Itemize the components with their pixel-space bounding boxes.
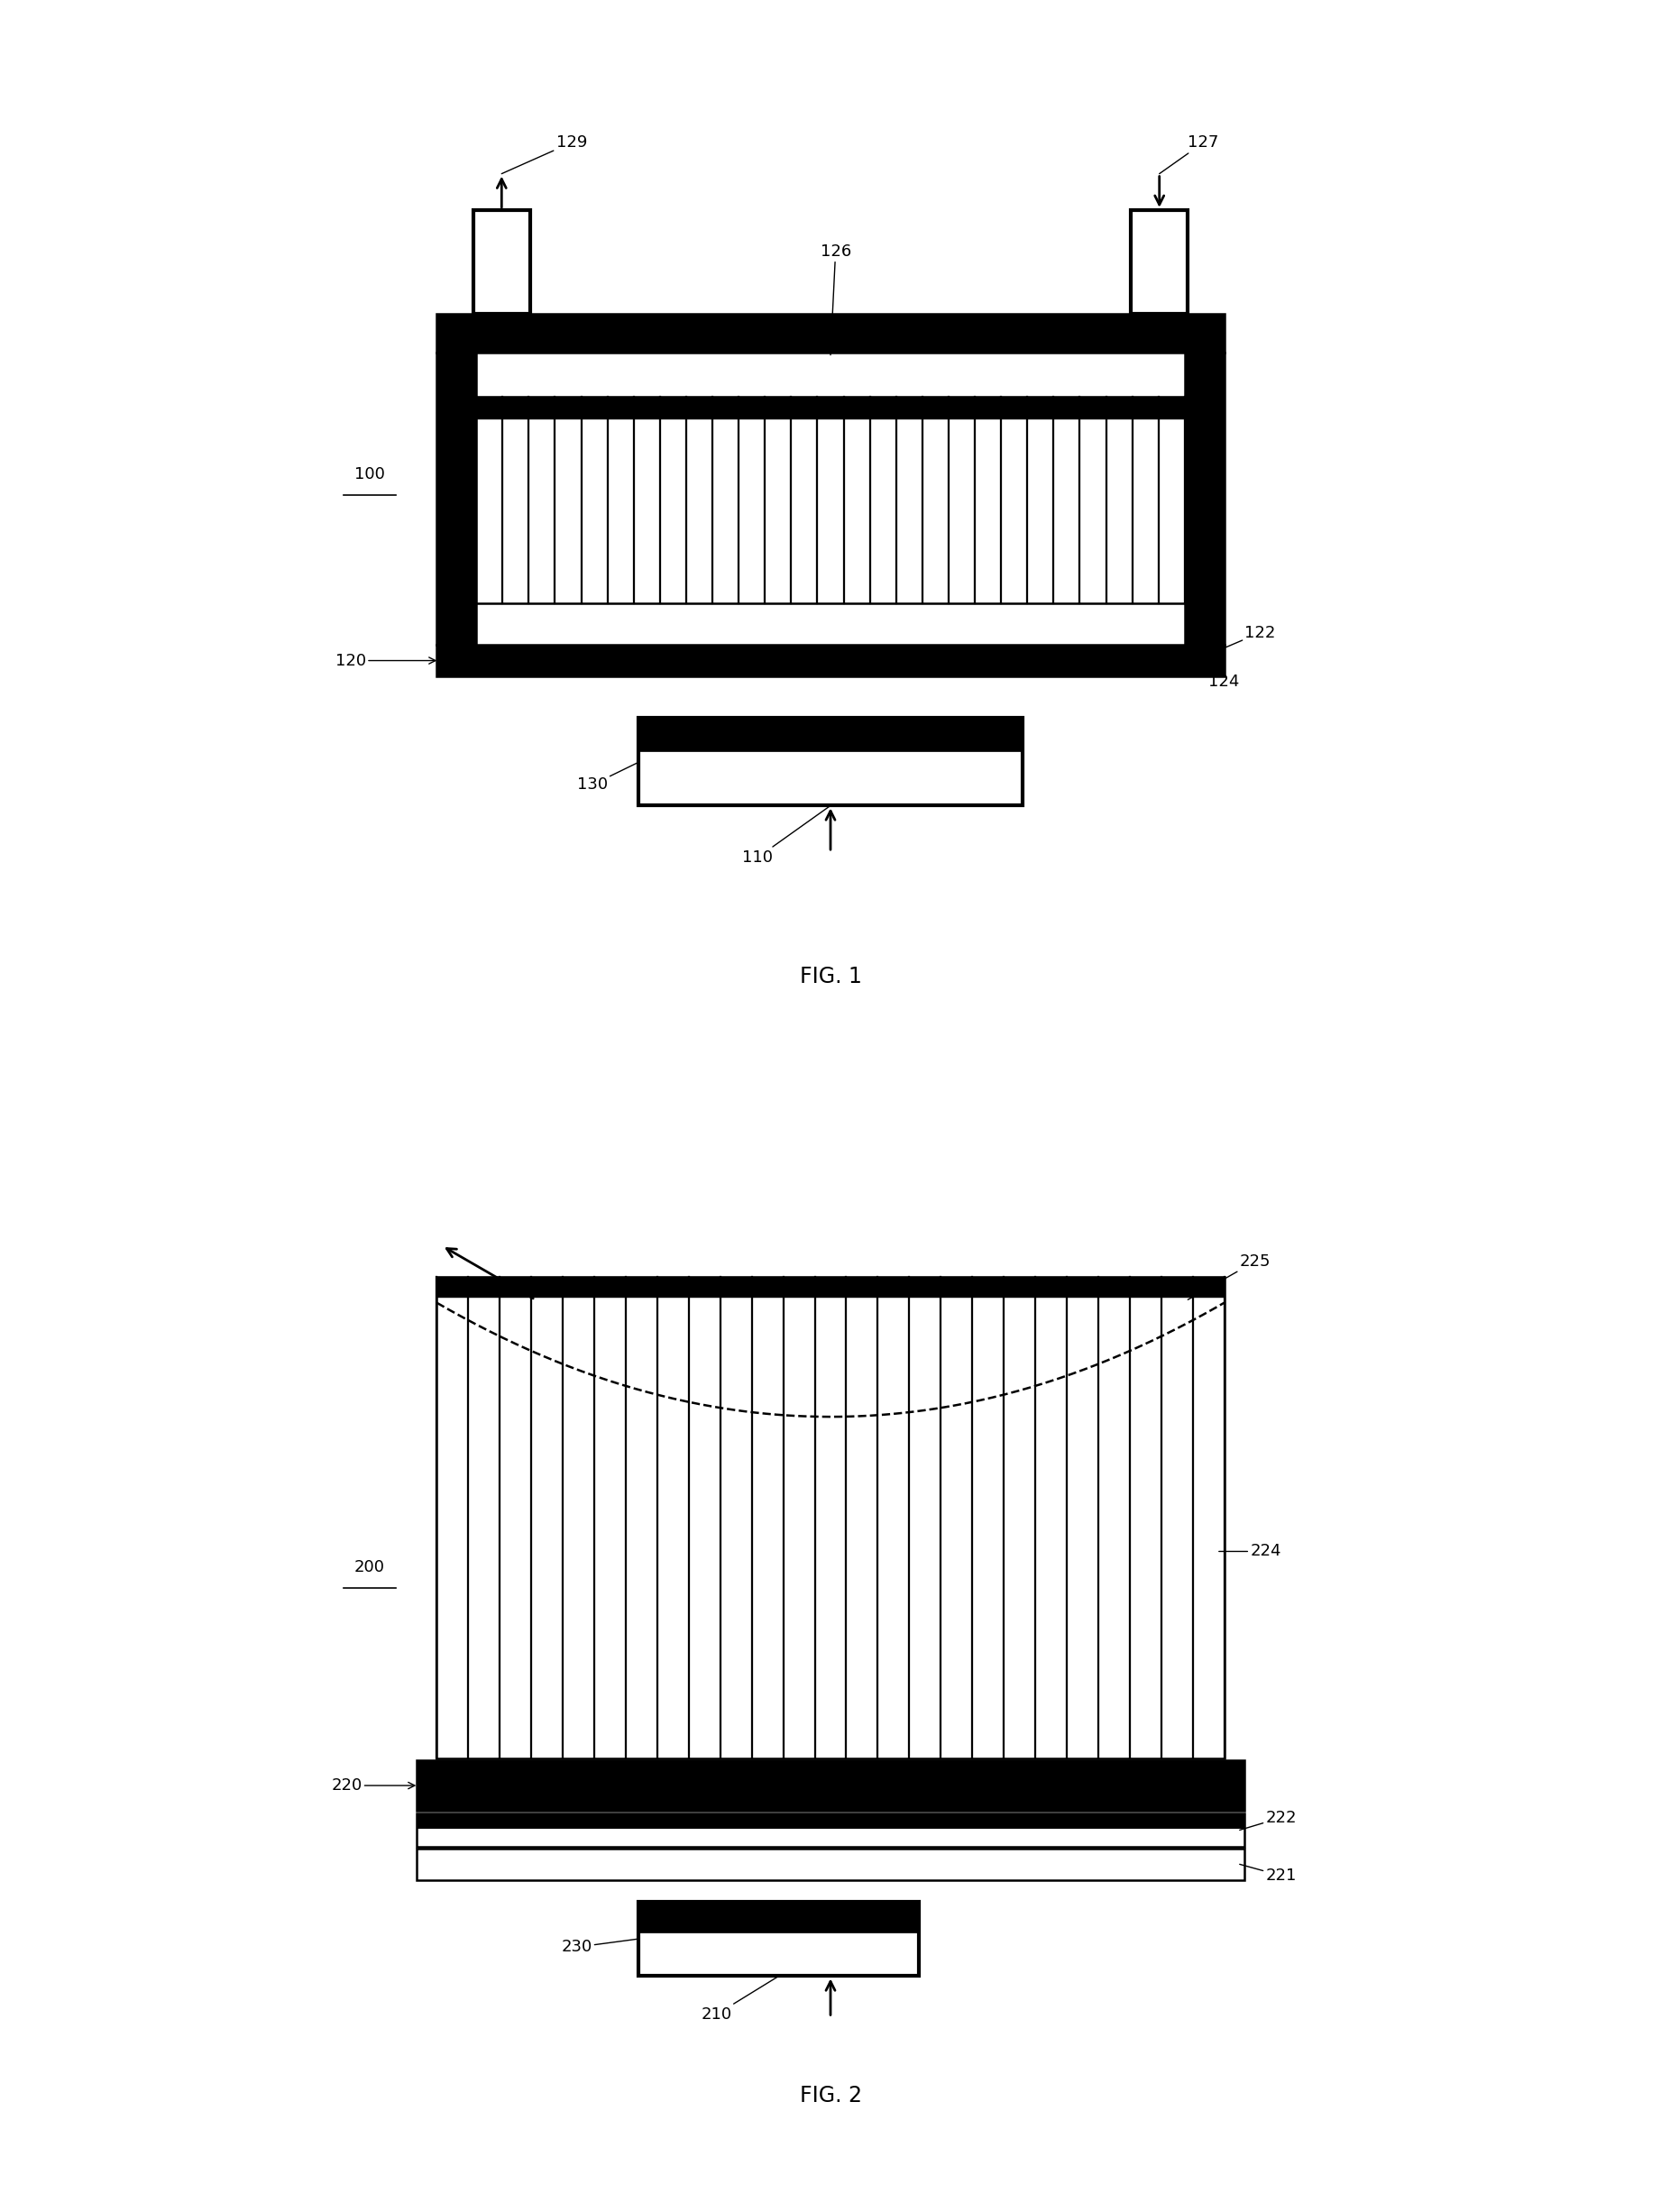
Bar (817, 396, 844, 420)
Bar (532, 1276, 563, 1298)
Bar (972, 1276, 1003, 1298)
Bar (877, 1276, 909, 1298)
Text: 100: 100 (354, 467, 385, 482)
Bar (689, 1276, 721, 1298)
Text: 127: 127 (1159, 135, 1219, 175)
Bar (739, 396, 766, 420)
Bar (1131, 210, 1188, 314)
Text: 220: 220 (331, 1778, 415, 1794)
Bar (468, 1276, 500, 1298)
Bar (555, 396, 581, 420)
Bar (713, 396, 739, 420)
Bar (721, 1276, 752, 1298)
Bar (1035, 1276, 1066, 1298)
Bar (909, 1276, 940, 1298)
Text: 225: 225 (1188, 1254, 1271, 1301)
Bar (417, 1761, 1244, 1809)
Bar (417, 1814, 1244, 1847)
Bar (437, 646, 1224, 677)
Bar (940, 1276, 972, 1298)
Bar (975, 396, 1002, 420)
Text: 110: 110 (742, 805, 830, 865)
Text: 129: 129 (502, 135, 586, 175)
Bar (581, 396, 608, 420)
Bar (1106, 396, 1133, 420)
Bar (686, 396, 713, 420)
Bar (1066, 1276, 1098, 1298)
Text: 222: 222 (1239, 1809, 1297, 1829)
Bar (437, 1276, 1224, 1759)
Text: 230: 230 (561, 1940, 639, 1955)
Bar (845, 1276, 877, 1298)
Bar (1002, 396, 1026, 420)
Bar (922, 396, 948, 420)
Bar (477, 396, 503, 420)
Bar (766, 396, 791, 420)
Bar (608, 396, 635, 420)
Bar (1193, 1276, 1224, 1298)
Bar (528, 396, 555, 420)
Bar (870, 396, 895, 420)
Text: FIG. 2: FIG. 2 (799, 2084, 862, 2106)
Bar (948, 396, 975, 420)
Bar (417, 1849, 1244, 1880)
Bar (639, 717, 1022, 805)
Bar (595, 1276, 626, 1298)
Bar (477, 396, 1184, 604)
Bar (1158, 396, 1184, 420)
Bar (473, 210, 530, 314)
Bar (639, 1902, 919, 1975)
Text: FIG. 1: FIG. 1 (799, 967, 862, 987)
Bar (477, 354, 1184, 646)
Text: 224: 224 (1219, 1544, 1281, 1559)
Text: 124: 124 (1173, 657, 1239, 690)
Bar (437, 1276, 1224, 1759)
Bar (477, 396, 1184, 604)
Bar (1098, 1276, 1129, 1298)
Bar (503, 396, 528, 420)
Bar (639, 1902, 919, 1933)
Bar (844, 396, 870, 420)
Bar (1133, 396, 1158, 420)
Bar (895, 396, 922, 420)
Bar (500, 1276, 532, 1298)
Text: 126: 126 (821, 243, 850, 354)
Bar (659, 396, 686, 420)
Bar (635, 396, 659, 420)
Text: 221: 221 (1239, 1865, 1297, 1885)
Bar (626, 1276, 658, 1298)
Bar (658, 1276, 689, 1298)
Bar (563, 1276, 595, 1298)
Text: 122: 122 (1219, 624, 1276, 650)
Text: 120: 120 (336, 653, 435, 668)
Bar (417, 1814, 1244, 1829)
Bar (816, 1276, 845, 1298)
Bar (437, 354, 477, 646)
Bar (1129, 1276, 1161, 1298)
Text: 210: 210 (701, 1975, 779, 2022)
Text: 200: 200 (354, 1559, 385, 1575)
Bar (1053, 396, 1080, 420)
Bar (639, 717, 1022, 752)
Text: 130: 130 (576, 763, 639, 792)
Bar (784, 1276, 816, 1298)
Bar (1003, 1276, 1035, 1298)
Bar (437, 1276, 468, 1298)
Bar (791, 396, 817, 420)
Bar (1161, 1276, 1193, 1298)
Bar (1080, 396, 1106, 420)
Bar (1026, 396, 1053, 420)
Bar (752, 1276, 784, 1298)
Bar (437, 314, 1224, 354)
Bar (1184, 354, 1224, 646)
